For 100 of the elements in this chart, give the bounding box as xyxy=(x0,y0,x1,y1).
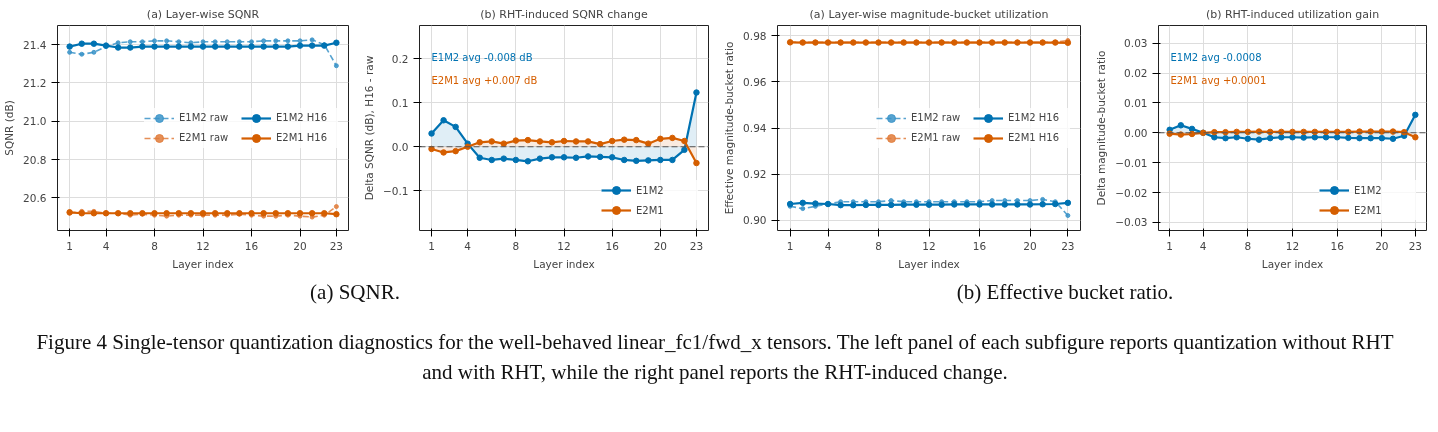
point xyxy=(260,43,267,50)
x-axis-title: Layer index xyxy=(898,257,960,270)
legend-label: E1M2 raw xyxy=(179,111,230,124)
x-tick-label: 8 xyxy=(875,239,882,252)
point xyxy=(284,43,292,50)
x-tick-label: 4 xyxy=(464,239,472,252)
point xyxy=(127,44,134,51)
point xyxy=(1233,134,1240,141)
x-tick-label: 23 xyxy=(1061,239,1075,252)
x-axis-title: Layer index xyxy=(172,257,234,270)
point xyxy=(1345,128,1352,136)
point xyxy=(308,210,316,217)
x-axis-title: Layer index xyxy=(1261,257,1324,270)
y-tick-label: 21.4 xyxy=(23,38,47,51)
x-tick-label: 4 xyxy=(1199,239,1207,252)
y-tick-label: −0.02 xyxy=(1115,186,1148,199)
y-axis-title: Delta magnitude-bucket ratio xyxy=(1095,50,1108,206)
point xyxy=(175,43,182,50)
point xyxy=(850,201,857,209)
point xyxy=(1367,134,1374,142)
annotation: E2M1 avg +0.007 dB xyxy=(431,74,538,86)
point xyxy=(1255,136,1263,143)
y-tick-label: 0.02 xyxy=(1124,67,1148,80)
point xyxy=(164,38,170,44)
point xyxy=(428,145,435,153)
point xyxy=(633,136,640,144)
point xyxy=(837,201,844,209)
point xyxy=(1378,128,1386,135)
point xyxy=(139,39,145,45)
point xyxy=(1266,134,1274,142)
point xyxy=(440,149,447,156)
point xyxy=(176,39,182,45)
x-tick-label: 4 xyxy=(824,239,832,252)
y-tick-label: 0.96 xyxy=(743,75,767,88)
point xyxy=(693,159,700,167)
point xyxy=(1211,128,1218,136)
point xyxy=(273,38,279,44)
x-tick-label: 20 xyxy=(1023,239,1037,252)
point xyxy=(1333,134,1341,141)
y-tick-label: 0.92 xyxy=(743,168,767,181)
point xyxy=(693,89,700,96)
point xyxy=(512,156,520,164)
legend-label: E2M1 raw xyxy=(911,131,962,144)
y-tick-label: 0.0 xyxy=(391,140,409,153)
x-tick-label: 16 xyxy=(244,239,259,252)
point xyxy=(799,199,806,207)
point xyxy=(988,201,996,208)
text: (a) SQNR. xyxy=(310,279,400,306)
point xyxy=(862,201,870,209)
x-tick-label: 12 xyxy=(557,239,571,252)
y-tick-label: 21.2 xyxy=(23,76,47,89)
chart-title: (b) RHT-induced SQNR change xyxy=(480,7,648,21)
x-tick-label: 23 xyxy=(1408,239,1423,252)
point xyxy=(1039,201,1046,208)
point xyxy=(333,204,339,210)
point xyxy=(1356,134,1363,142)
point xyxy=(452,123,459,131)
x-tick-label: 4 xyxy=(102,239,110,252)
legend-label: E1M2 raw xyxy=(911,111,962,124)
point xyxy=(333,63,339,69)
point xyxy=(608,137,616,145)
point xyxy=(163,43,170,50)
x-tick-label: 16 xyxy=(1330,239,1345,252)
point xyxy=(452,147,459,155)
point xyxy=(1289,128,1296,136)
point xyxy=(800,206,806,212)
x-tick-label: 12 xyxy=(922,239,936,252)
point xyxy=(888,198,894,204)
point xyxy=(212,39,218,45)
point xyxy=(333,210,340,218)
point xyxy=(1211,134,1218,141)
point xyxy=(536,155,544,162)
point xyxy=(1378,134,1386,142)
point xyxy=(584,153,592,160)
point xyxy=(1222,128,1229,136)
legend-label: E1M2 xyxy=(1354,184,1383,196)
point xyxy=(1244,128,1252,136)
point xyxy=(440,117,447,124)
x-tick-label: 8 xyxy=(151,239,158,252)
point xyxy=(67,49,73,55)
y-tick-label: 20.8 xyxy=(23,153,47,166)
point xyxy=(1166,130,1173,137)
point xyxy=(249,39,254,45)
point xyxy=(536,138,544,145)
point xyxy=(127,39,133,45)
x-tick-label: 20 xyxy=(1375,239,1389,252)
point xyxy=(152,38,157,44)
point xyxy=(1389,128,1397,135)
x-tick-label: 8 xyxy=(1244,239,1252,252)
point xyxy=(488,138,495,145)
annotation: E2M1 avg +0.0001 xyxy=(1170,74,1267,86)
point xyxy=(620,136,628,143)
point xyxy=(1014,201,1021,208)
point xyxy=(1177,131,1185,138)
point xyxy=(1400,128,1408,136)
point xyxy=(199,43,207,50)
point xyxy=(476,139,483,146)
chart-title: (b) RHT-induced utilization gain xyxy=(1205,7,1380,21)
point xyxy=(657,156,664,164)
x-tick-label: 23 xyxy=(689,239,704,252)
